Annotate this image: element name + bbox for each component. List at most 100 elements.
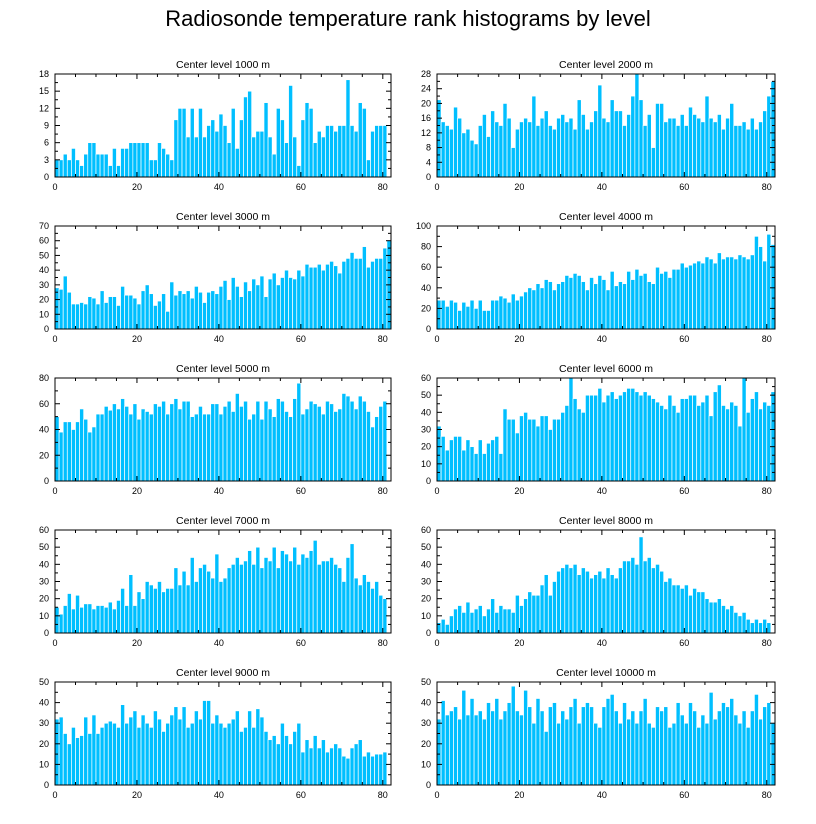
- histogram-bar: [263, 731, 269, 786]
- histogram-bar: [659, 710, 665, 786]
- histogram-bar: [568, 377, 574, 482]
- histogram-bar: [255, 400, 261, 482]
- histogram-bar: [469, 299, 475, 330]
- histogram-bar: [597, 387, 603, 482]
- histogram-bar: [366, 266, 371, 330]
- histogram-bar: [247, 90, 253, 178]
- x-tick-label: 40: [214, 334, 224, 344]
- histogram-bar: [210, 290, 216, 330]
- histogram-bar: [721, 405, 726, 482]
- histogram-bar: [490, 598, 496, 634]
- histogram-bar: [486, 136, 491, 178]
- histogram-bar: [721, 258, 726, 330]
- histogram-bar: [729, 605, 735, 634]
- x-tick-label: 20: [132, 486, 142, 496]
- histogram-bar: [655, 266, 660, 330]
- histogram-bar: [716, 114, 722, 178]
- histogram-bar: [75, 737, 80, 786]
- histogram-bar: [120, 588, 126, 634]
- histogram-bar: [247, 290, 253, 330]
- histogram-bar: [214, 553, 220, 634]
- histogram-bar: [593, 574, 599, 634]
- histogram-bar: [243, 726, 248, 786]
- y-tick-label: 50: [421, 677, 431, 687]
- histogram-bar: [263, 400, 269, 482]
- histogram-bar: [613, 710, 619, 786]
- histogram-bar: [62, 421, 68, 482]
- histogram-bar: [523, 598, 529, 634]
- histogram-bar: [169, 159, 175, 178]
- histogram-bar: [671, 722, 677, 786]
- histogram-bar: [300, 119, 306, 178]
- histogram-bar: [481, 453, 487, 482]
- y-tick-label: 0: [44, 628, 49, 638]
- histogram-bar: [547, 281, 553, 330]
- histogram-bar: [766, 95, 772, 178]
- histogram-bar: [185, 726, 191, 786]
- histogram-bar: [626, 560, 632, 634]
- histogram-bar: [189, 416, 195, 482]
- histogram-bar: [585, 394, 590, 482]
- histogram-bar: [226, 567, 232, 634]
- histogram-bar: [198, 405, 203, 482]
- histogram-bar: [754, 391, 759, 482]
- histogram-bar: [506, 418, 512, 482]
- histogram-bar: [535, 125, 541, 178]
- histogram-panel-6: Center level 6000 m 0 20 40 60 80 0 10 20 30 40 50 6…: [421, 363, 776, 496]
- histogram-bar: [638, 99, 644, 178]
- histogram-bar: [173, 294, 179, 330]
- histogram-bar: [239, 563, 244, 634]
- histogram-bar: [708, 415, 714, 482]
- histogram-bar: [124, 148, 130, 178]
- histogram-bar: [271, 272, 277, 330]
- histogram-bar: [675, 411, 681, 482]
- histogram-bar: [210, 722, 216, 786]
- x-tick-label: 20: [514, 486, 524, 496]
- histogram-bar: [749, 710, 755, 786]
- histogram-bar: [152, 403, 158, 482]
- histogram-bar: [292, 398, 298, 482]
- histogram-bar: [243, 560, 248, 634]
- histogram-bar: [758, 408, 763, 482]
- histogram-bar: [457, 310, 463, 330]
- histogram-bar: [193, 136, 199, 178]
- histogram-bar: [585, 128, 590, 178]
- x-tick-label: 20: [514, 182, 524, 192]
- histogram-bar: [169, 588, 175, 634]
- histogram-bar: [263, 102, 269, 178]
- x-tick-label: 80: [762, 486, 772, 496]
- histogram-bar: [95, 733, 101, 786]
- histogram-bar: [259, 716, 265, 786]
- histogram-bar: [177, 584, 183, 634]
- x-tick-label: 60: [296, 182, 306, 192]
- histogram-bar: [634, 391, 640, 482]
- y-tick-label: 20: [421, 303, 431, 313]
- histogram-bar: [165, 153, 171, 178]
- y-tick-label: 20: [421, 98, 431, 108]
- histogram-bar: [140, 408, 146, 482]
- histogram-bar: [527, 287, 533, 330]
- histogram-bar: [374, 125, 380, 178]
- histogram-bar: [202, 563, 207, 634]
- y-tick-label: 60: [421, 525, 431, 535]
- histogram-bar: [630, 95, 636, 178]
- y-tick-label: 20: [421, 594, 431, 604]
- x-tick-label: 40: [214, 486, 224, 496]
- histogram-bar: [481, 615, 487, 634]
- histogram-bar: [357, 739, 363, 786]
- histogram-bar: [112, 608, 117, 634]
- histogram-bar: [95, 605, 101, 634]
- histogram-bar: [226, 400, 232, 482]
- histogram-bar: [165, 310, 171, 330]
- histogram-bar: [247, 418, 253, 482]
- histogram-bar: [58, 288, 64, 330]
- histogram-bar: [704, 394, 710, 482]
- histogram-bar: [556, 418, 562, 482]
- histogram-bar: [601, 577, 607, 634]
- histogram-bar: [325, 263, 330, 330]
- histogram-bar: [552, 702, 557, 786]
- histogram-bar: [263, 557, 269, 634]
- histogram-bar: [157, 142, 162, 178]
- histogram-bar: [683, 398, 689, 482]
- histogram-bar: [234, 393, 240, 482]
